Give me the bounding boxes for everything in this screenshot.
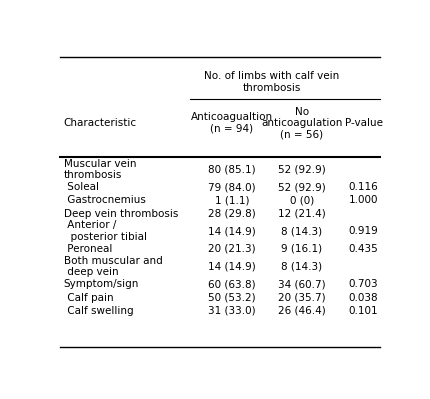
Text: 1.000: 1.000 xyxy=(349,196,378,205)
Text: 8 (14.3): 8 (14.3) xyxy=(282,262,322,272)
Text: Anticoagualtion
(n = 94): Anticoagualtion (n = 94) xyxy=(191,113,273,134)
Text: 20 (21.3): 20 (21.3) xyxy=(208,244,256,254)
Text: 26 (46.4): 26 (46.4) xyxy=(278,306,326,316)
Text: Anterior /
  posterior tibial: Anterior / posterior tibial xyxy=(64,221,147,242)
Text: 52 (92.9): 52 (92.9) xyxy=(278,182,326,192)
Text: P-value: P-value xyxy=(345,118,383,128)
Text: Calf pain: Calf pain xyxy=(64,292,114,302)
Text: 52 (92.9): 52 (92.9) xyxy=(278,164,326,174)
Text: No. of limbs with calf vein
thrombosis: No. of limbs with calf vein thrombosis xyxy=(204,71,340,93)
Text: 14 (14.9): 14 (14.9) xyxy=(208,226,256,236)
Text: 0.919: 0.919 xyxy=(349,226,378,236)
Text: Soleal: Soleal xyxy=(64,182,99,192)
Text: 34 (60.7): 34 (60.7) xyxy=(278,279,326,289)
Text: Characteristic: Characteristic xyxy=(64,118,137,128)
Text: 1 (1.1): 1 (1.1) xyxy=(215,196,249,205)
Text: 0 (0): 0 (0) xyxy=(290,196,314,205)
Text: 20 (35.7): 20 (35.7) xyxy=(278,292,326,302)
Text: 50 (53.2): 50 (53.2) xyxy=(208,292,256,302)
Text: 14 (14.9): 14 (14.9) xyxy=(208,262,256,272)
Text: 0.116: 0.116 xyxy=(349,182,378,192)
Text: 12 (21.4): 12 (21.4) xyxy=(278,209,326,219)
Text: 28 (29.8): 28 (29.8) xyxy=(208,209,256,219)
Text: 0.435: 0.435 xyxy=(349,244,378,254)
Text: 0.038: 0.038 xyxy=(349,292,378,302)
Text: 9 (16.1): 9 (16.1) xyxy=(282,244,322,254)
Text: 80 (85.1): 80 (85.1) xyxy=(208,164,256,174)
Text: No
anticoagulation
(n = 56): No anticoagulation (n = 56) xyxy=(261,107,343,140)
Text: Both muscular and
 deep vein: Both muscular and deep vein xyxy=(64,256,163,277)
Text: Deep vein thrombosis: Deep vein thrombosis xyxy=(64,209,178,219)
Text: Symptom/sign: Symptom/sign xyxy=(64,279,139,289)
Text: Calf swelling: Calf swelling xyxy=(64,306,133,316)
Text: 31 (33.0): 31 (33.0) xyxy=(208,306,256,316)
Text: 79 (84.0): 79 (84.0) xyxy=(208,182,256,192)
Text: Gastrocnemius: Gastrocnemius xyxy=(64,196,146,205)
Text: 0.703: 0.703 xyxy=(349,279,378,289)
Text: Peroneal: Peroneal xyxy=(64,244,112,254)
Text: 60 (63.8): 60 (63.8) xyxy=(208,279,256,289)
Text: 8 (14.3): 8 (14.3) xyxy=(282,226,322,236)
Text: Muscular vein
thrombosis: Muscular vein thrombosis xyxy=(64,159,136,180)
Text: 0.101: 0.101 xyxy=(349,306,378,316)
